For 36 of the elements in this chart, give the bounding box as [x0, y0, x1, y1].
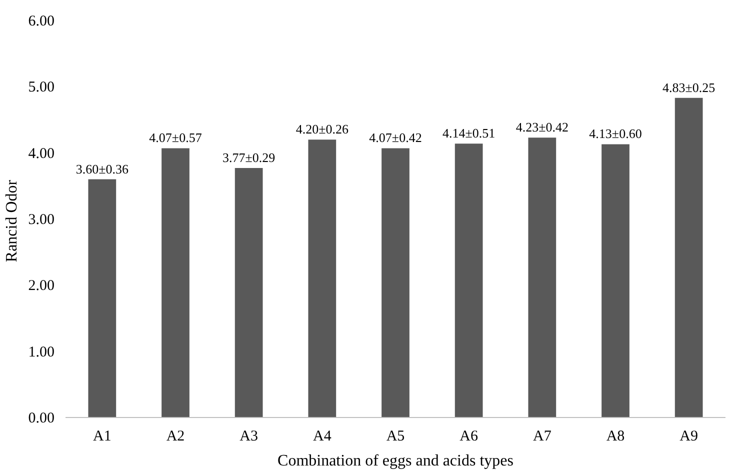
x-tick-label: A5	[386, 428, 405, 444]
x-tick-label: A6	[460, 428, 478, 444]
x-tick-label: A4	[313, 428, 332, 444]
bar	[602, 144, 630, 418]
data-label: 4.13±0.60	[589, 126, 642, 142]
bar	[674, 98, 703, 418]
bar	[382, 148, 410, 418]
data-label: 3.77±0.29	[222, 150, 276, 166]
y-tick-label: 2.00	[28, 278, 54, 294]
data-label: 4.20±0.26	[296, 122, 349, 137]
y-axis-title: Rancid Odor	[3, 179, 20, 262]
y-tick-label: 3.00	[28, 212, 54, 228]
data-label: 4.07±0.42	[369, 130, 422, 146]
x-tick-label: A9	[680, 428, 698, 444]
data-label: 4.07±0.57	[149, 130, 202, 146]
y-tick-label: 6.00	[28, 14, 54, 30]
bar	[454, 144, 483, 418]
bar	[528, 138, 556, 418]
x-tick-label: A8	[606, 428, 625, 444]
x-tick-label: A2	[166, 428, 185, 444]
y-tick-label: 1.00	[28, 344, 54, 360]
bar	[88, 179, 116, 418]
bar	[234, 168, 263, 418]
data-label: 4.14±0.51	[442, 126, 496, 141]
x-axis-title: Combination of eggs and acids types	[278, 452, 514, 470]
bar	[308, 140, 336, 418]
x-tick-label: A3	[240, 428, 258, 444]
data-label: 4.23±0.42	[516, 120, 568, 135]
y-tick-label: 0.00	[28, 410, 54, 426]
x-tick-label: A7	[533, 428, 552, 444]
data-label: 4.83±0.25	[662, 80, 716, 95]
y-tick-label: 5.00	[28, 80, 54, 96]
data-label: 3.60±0.36	[76, 161, 129, 176]
y-tick-label: 4.00	[28, 146, 54, 162]
x-tick-label: A1	[93, 428, 112, 444]
bar	[162, 148, 190, 418]
